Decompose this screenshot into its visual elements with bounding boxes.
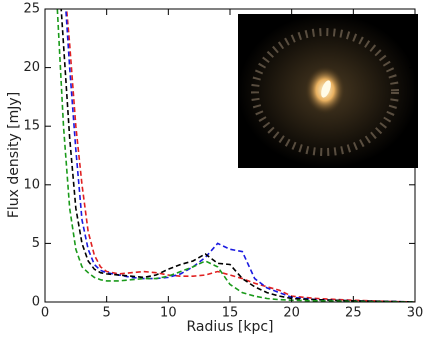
x-tick-label: 5	[103, 306, 111, 321]
x-tick-label: 10	[160, 306, 177, 321]
plot-area	[56, 9, 415, 302]
x-axis-label: Radius [kpc]	[186, 319, 273, 335]
x-tick-label: 0	[41, 306, 49, 321]
series-line	[65, 9, 415, 302]
y-tick-label: 10	[23, 177, 40, 192]
y-tick-label: 0	[32, 295, 40, 310]
y-tick-label: 15	[23, 119, 40, 134]
y-tick-label: 20	[23, 60, 40, 75]
series-line	[56, 9, 415, 302]
y-axis-label: Flux density [mJy]	[6, 92, 22, 218]
x-tick-label: 25	[345, 306, 362, 321]
x-tick-label: 20	[283, 306, 300, 321]
inset-image	[238, 14, 418, 168]
series-line	[65, 9, 415, 302]
y-tick-label: 5	[32, 236, 40, 251]
y-tick-label: 25	[23, 2, 40, 17]
x-tick-label: 15	[222, 306, 239, 321]
x-tick-label: 30	[407, 306, 424, 321]
